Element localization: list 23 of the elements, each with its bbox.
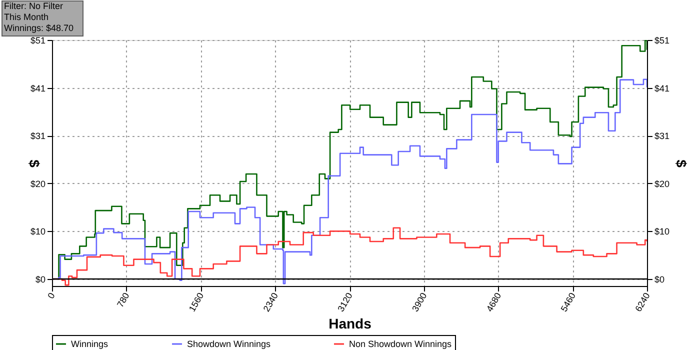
- x-axis-title: Hands: [328, 315, 372, 332]
- text: This Month: [4, 12, 49, 22]
- text: Filter: No Filter: [4, 1, 64, 11]
- y2-tick-label: $0: [654, 274, 665, 284]
- legend-label: Winnings: [71, 339, 109, 349]
- x-tick-label: 780: [115, 291, 132, 310]
- y-tick-label: $31: [30, 131, 46, 142]
- y-tick-label: $41: [30, 83, 46, 94]
- y2-tick-label: $41: [654, 83, 670, 94]
- y2-tick-label: $31: [654, 131, 670, 142]
- y2-axis-title: $: [674, 160, 690, 168]
- text: Winnings: $48.70: [4, 23, 74, 33]
- legend-label: Non Showdown Winnings: [349, 339, 452, 349]
- y2-tick-label: $20: [654, 178, 670, 189]
- y2-tick-label: $10: [654, 226, 670, 237]
- y-tick-label: $51: [30, 36, 46, 46]
- legend-label: Showdown Winnings: [187, 339, 272, 349]
- x-tick-label: 0: [46, 291, 57, 300]
- y-axis-title: $: [26, 160, 42, 168]
- y-tick-label: $10: [30, 226, 46, 237]
- y2-tick-label: $51: [654, 36, 670, 46]
- y-tick-label: $0: [35, 274, 46, 284]
- y-tick-label: $20: [30, 178, 46, 189]
